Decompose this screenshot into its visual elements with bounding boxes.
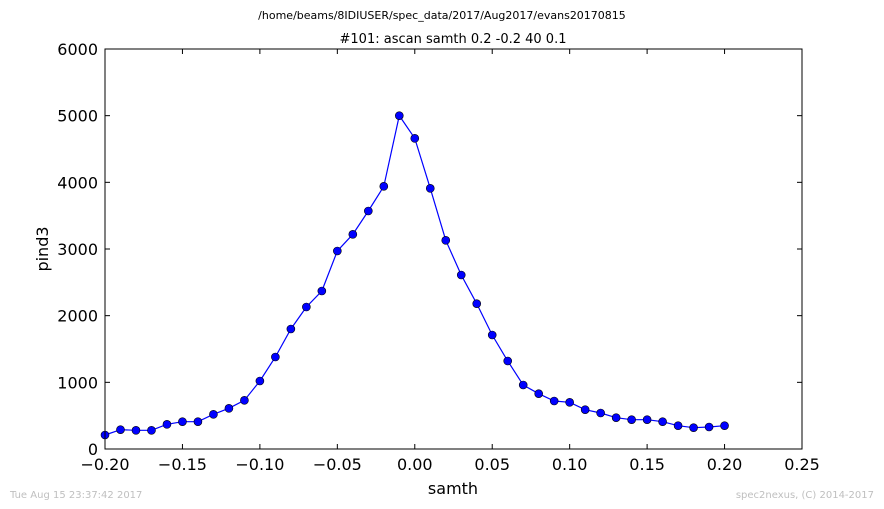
y-tick-label: 1000 (57, 373, 98, 392)
footer-credit: spec2nexus, (C) 2014-2017 (736, 490, 874, 501)
data-point (441, 236, 451, 245)
data-point (302, 302, 311, 312)
data-point (162, 420, 172, 429)
y-axis-label: pind3 (33, 226, 52, 271)
data-point (487, 330, 497, 340)
data-point (317, 286, 327, 296)
data-point (642, 415, 652, 424)
data-point (193, 417, 203, 426)
x-tick-label: −0.05 (313, 455, 362, 474)
data-point (689, 423, 698, 432)
data-point (178, 417, 187, 426)
data-point (518, 380, 528, 390)
y-tick-label: 6000 (57, 40, 98, 59)
x-tick-label: −0.20 (80, 455, 129, 474)
data-point (348, 230, 358, 239)
y-tick-label: 3000 (57, 240, 98, 259)
y-tick-label: 4000 (57, 173, 98, 192)
x-tick-label: 0.00 (397, 455, 433, 474)
axes-frame (104, 48, 803, 450)
x-axis-label: samth (428, 479, 478, 498)
data-point (580, 405, 590, 414)
plot-area (100, 111, 729, 440)
data-point (410, 134, 420, 143)
chart-title: #101: ascan samth 0.2 -0.2 40 0.1 (340, 32, 567, 47)
data-point (425, 184, 435, 193)
data-point (673, 421, 683, 430)
series-line (104, 114, 725, 436)
axis-ticks: −0.20 −0.15 −0.10 −0.05 0.00 0.05 0.10 0.15 0.20… (57, 40, 820, 474)
data-point (379, 182, 389, 191)
data-point (209, 410, 218, 419)
file-path-header: /home/beams/8IDIUSER/spec_data/2017/Aug2… (258, 9, 626, 22)
y-tick-label: 5000 (57, 107, 98, 126)
data-point (472, 299, 482, 308)
data-point (534, 389, 543, 398)
data-point (224, 404, 234, 413)
data-point (147, 426, 156, 435)
x-tick-label: 0.15 (629, 455, 665, 474)
data-point (503, 356, 513, 366)
x-tick-label: 0.10 (552, 455, 588, 474)
data-point (720, 421, 729, 430)
data-point (658, 417, 667, 426)
data-point (333, 246, 342, 256)
data-point (627, 415, 636, 424)
data-point (549, 396, 559, 406)
data-point (394, 111, 404, 120)
data-point (704, 422, 714, 432)
x-tick-label: 0.25 (784, 455, 820, 474)
data-point (255, 376, 265, 386)
data-point (240, 396, 249, 405)
data-point (116, 425, 125, 434)
y-tick-label: 0 (88, 440, 98, 459)
data-point (271, 352, 280, 362)
data-point (286, 324, 296, 334)
x-tick-label: 0.20 (707, 455, 743, 474)
data-point (131, 426, 141, 435)
data-point (596, 408, 605, 418)
x-tick-label: 0.05 (474, 455, 510, 474)
x-tick-label: −0.10 (235, 455, 284, 474)
x-tick-label: −0.15 (158, 455, 207, 474)
data-point (611, 413, 621, 422)
data-point (565, 398, 574, 407)
footer-timestamp: Tue Aug 15 23:37:42 2017 (9, 490, 142, 501)
data-point (364, 206, 373, 216)
y-tick-label: 2000 (57, 307, 98, 326)
data-point (456, 270, 466, 280)
